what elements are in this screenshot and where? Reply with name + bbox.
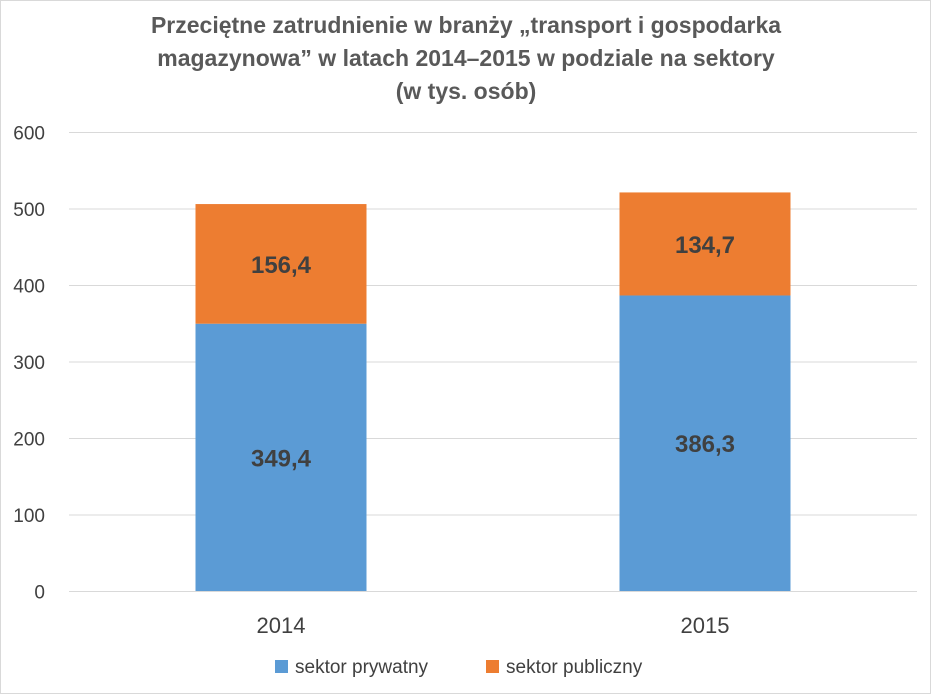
y-tick-label: 200 [13,430,45,451]
bars [195,192,791,591]
chart-title-line: Przeciętne zatrudnienie w branży „transp… [151,12,781,38]
bar-publiczny-2015 [619,192,791,296]
data-label: 156,4 [251,252,312,279]
y-tick-label: 0 [34,583,45,604]
x-axis-ticks: 2014 2015 [257,613,730,638]
legend-label: sektor prywatny [295,657,429,678]
legend-swatch [486,660,499,673]
y-tick-label: 600 [13,124,45,145]
bar-prywatny-2014 [195,323,367,591]
x-tick-label: 2015 [681,613,730,638]
y-tick-label: 100 [13,506,45,527]
y-axis-ticks: 0 100 200 300 400 500 600 [13,124,45,604]
chart-title-line: magazynowa” w latach 2014–2015 w podzial… [157,45,775,71]
data-label: 349,4 [251,445,312,472]
legend-label: sektor publiczny [506,657,643,678]
chart-title-line: (w tys. osób) [396,78,537,104]
bar-prywatny-2015 [619,295,791,591]
data-label: 386,3 [675,431,735,458]
y-tick-label: 400 [13,277,45,298]
y-tick-label: 300 [13,353,45,374]
x-tick-label: 2014 [257,613,306,638]
data-labels: 349,4 156,4 386,3 134,7 [251,232,735,472]
chart-title: Przeciętne zatrudnienie w branży „transp… [151,12,781,104]
data-label: 134,7 [675,232,735,259]
bar-publiczny-2014 [195,204,367,324]
y-tick-label: 500 [13,200,45,221]
legend-swatch [275,660,288,673]
legend: sektor prywatny sektor publiczny [275,657,643,678]
